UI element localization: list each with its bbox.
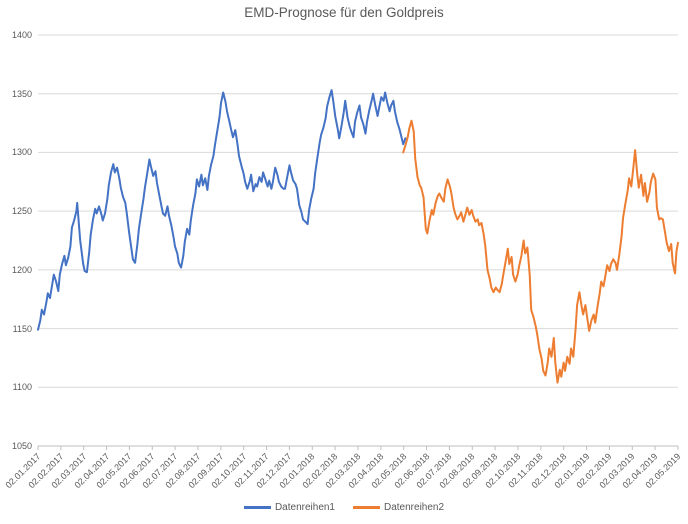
chart-title: EMD-Prognose für den Goldpreis [244, 5, 444, 20]
y-tick-label: 1250 [11, 206, 32, 217]
legend-item-datenreihen1: Datenreihen1 [243, 502, 335, 513]
y-tick-label: 1050 [11, 441, 32, 451]
legend: Datenreihen1 Datenreihen2 [0, 502, 688, 513]
y-tick-label: 1200 [11, 264, 32, 275]
series-line-datenreihen2 [402, 119, 679, 384]
legend-label-series2: Datenreihen2 [384, 502, 445, 513]
legend-label-series1: Datenreihen1 [274, 502, 335, 513]
y-tick-label: 1400 [11, 30, 32, 40]
y-tick-label: 1350 [11, 88, 32, 99]
series-line-datenreihen1 [37, 89, 407, 331]
legend-swatch-series2-line [353, 506, 380, 509]
legend-item-datenreihen2: Datenreihen2 [353, 502, 444, 513]
y-tick-label: 1100 [12, 382, 32, 393]
y-tick-label: 1150 [12, 323, 32, 334]
y-tick-label: 1300 [11, 147, 32, 158]
legend-swatch-series1-line [243, 506, 271, 509]
